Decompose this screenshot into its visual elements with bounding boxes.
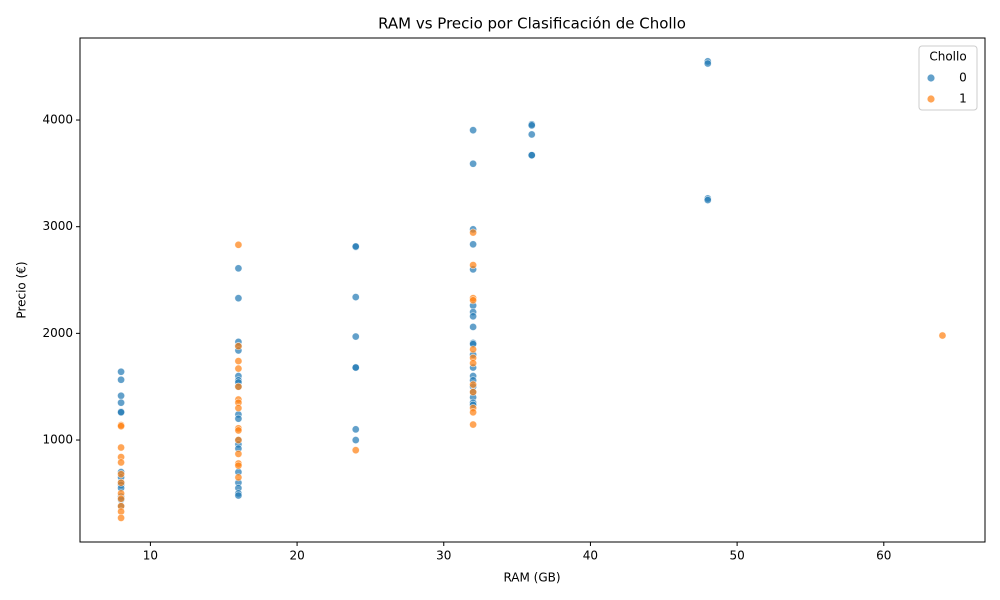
point — [234, 473, 243, 482]
point — [469, 420, 477, 429]
point — [234, 491, 243, 500]
point — [351, 332, 360, 341]
point — [234, 449, 243, 458]
point — [469, 408, 477, 417]
point — [351, 446, 360, 455]
y-tick-label: 4000 — [42, 113, 73, 127]
x-tick-label: 50 — [729, 549, 744, 563]
legend-label: 1 — [959, 92, 967, 106]
point — [234, 364, 243, 373]
point — [703, 196, 712, 204]
point — [469, 296, 477, 305]
point — [234, 382, 243, 391]
point — [469, 240, 477, 249]
point — [234, 264, 243, 273]
point — [234, 404, 243, 412]
point — [703, 59, 712, 68]
x-tick-label: 40 — [583, 549, 598, 563]
x-tick-label: 30 — [436, 549, 451, 563]
point — [117, 470, 125, 479]
x-axis-label: RAM (GB) — [503, 571, 560, 585]
y-tick-label: 3000 — [42, 219, 73, 233]
point — [234, 426, 243, 435]
point — [938, 331, 947, 340]
y-tick-label: 1000 — [42, 433, 73, 447]
point — [234, 294, 243, 303]
legend-label: 0 — [959, 71, 967, 85]
chart-title: RAM vs Precio por Clasificación de Choll… — [378, 15, 686, 33]
point — [234, 342, 243, 351]
point — [469, 228, 477, 237]
point — [469, 323, 477, 331]
point — [117, 375, 125, 384]
point — [234, 461, 243, 470]
plot-frame — [79, 37, 986, 543]
point — [351, 363, 360, 372]
point — [117, 367, 125, 376]
point — [469, 159, 477, 168]
legend-marker — [927, 74, 935, 82]
point — [527, 151, 536, 160]
point — [234, 240, 243, 249]
point — [351, 425, 360, 434]
legend-box — [918, 45, 978, 111]
point — [234, 357, 243, 365]
point — [469, 359, 477, 368]
point — [469, 388, 477, 396]
y-tick-label: 2000 — [42, 326, 73, 340]
point — [351, 436, 360, 444]
point — [469, 261, 477, 269]
point — [117, 391, 125, 400]
point — [469, 380, 477, 389]
point — [117, 494, 125, 503]
point — [351, 242, 360, 251]
x-tick-label: 20 — [289, 549, 304, 563]
point — [469, 126, 477, 135]
point — [117, 398, 125, 407]
x-tick-label: 60 — [876, 549, 891, 563]
y-axis-label: Precio (€) — [15, 261, 29, 318]
point — [117, 478, 125, 487]
point — [234, 414, 243, 423]
point — [234, 436, 243, 444]
point — [469, 312, 477, 321]
point — [117, 422, 125, 431]
point — [527, 130, 536, 139]
point — [351, 293, 360, 301]
point — [117, 443, 125, 452]
x-tick-label: 10 — [143, 549, 158, 563]
legend-marker — [927, 95, 935, 103]
point — [527, 121, 536, 130]
point — [117, 513, 125, 522]
point — [117, 458, 125, 467]
point — [117, 408, 125, 417]
legend-title: Chollo — [929, 50, 966, 64]
point — [469, 345, 477, 354]
